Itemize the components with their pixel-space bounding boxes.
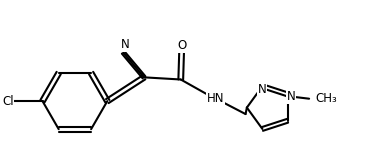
Text: N: N: [258, 83, 267, 96]
Text: Cl: Cl: [2, 95, 14, 108]
Text: CH₃: CH₃: [316, 92, 337, 105]
Text: N: N: [121, 38, 130, 51]
Text: N: N: [287, 90, 295, 103]
Text: O: O: [177, 39, 186, 52]
Text: HN: HN: [206, 92, 224, 105]
